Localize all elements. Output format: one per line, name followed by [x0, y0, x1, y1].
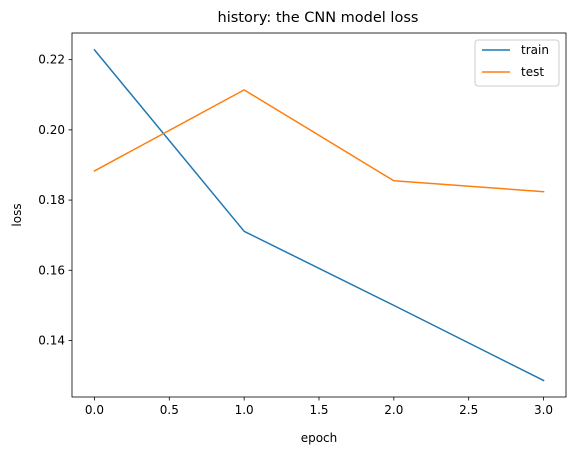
x-tick-label: 1.5 — [309, 403, 328, 417]
x-tick-label: 1.0 — [235, 403, 254, 417]
legend: train test — [474, 39, 560, 87]
y-tick-label: 0.22 — [38, 53, 65, 67]
legend-label-test: test — [521, 65, 544, 79]
y-tick-label: 0.18 — [38, 193, 65, 207]
y-axis: 0.14 0.16 0.18 0.20 0.22 — [38, 53, 72, 347]
x-tick-label: 0.5 — [160, 403, 179, 417]
x-axis-label: epoch — [301, 431, 338, 445]
y-tick-label: 0.20 — [38, 123, 65, 137]
y-tick-label: 0.14 — [38, 333, 65, 347]
x-tick-label: 3.0 — [534, 403, 553, 417]
chart-title: history: the CNN model loss — [218, 10, 419, 26]
x-tick-label: 0.0 — [85, 403, 104, 417]
legend-box — [474, 39, 560, 87]
series-line-test — [93, 89, 545, 193]
series-layer — [93, 48, 545, 382]
x-tick-label: 2.5 — [459, 403, 478, 417]
x-axis: 0.0 0.5 1.0 1.5 2.0 2.5 3.0 — [85, 397, 553, 417]
series-line-train — [93, 48, 545, 382]
x-tick-label: 2.0 — [384, 403, 403, 417]
legend-label-train: train — [521, 43, 549, 57]
y-tick-label: 0.16 — [38, 263, 65, 277]
y-axis-label: loss — [10, 203, 24, 226]
